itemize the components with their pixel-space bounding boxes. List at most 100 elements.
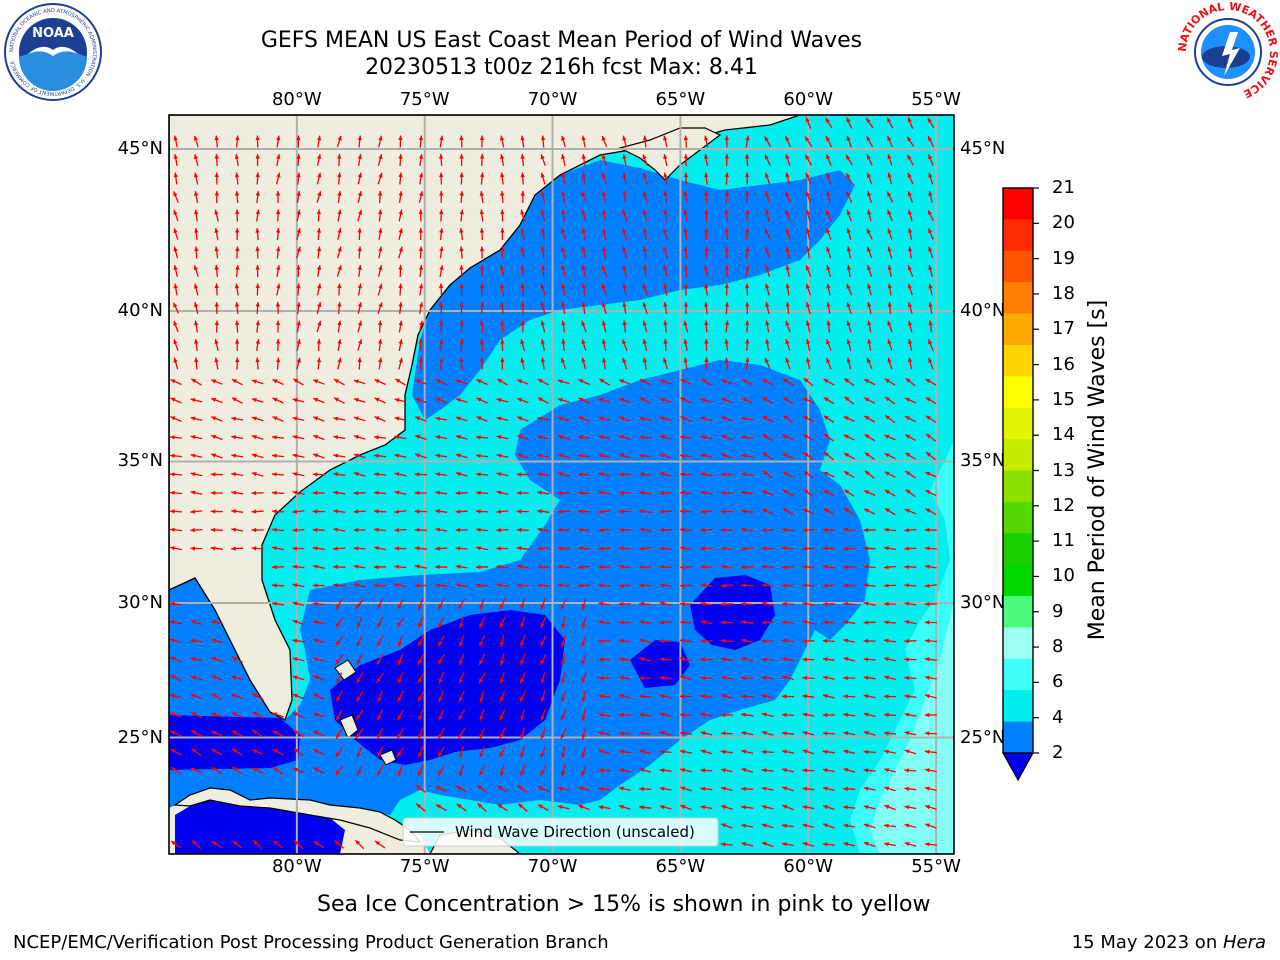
wave-direction-arrowhead bbox=[864, 470, 870, 476]
wave-direction-arrowhead bbox=[581, 752, 586, 758]
wave-direction-arrowhead bbox=[538, 804, 543, 809]
wave-direction-arrowhead bbox=[619, 453, 625, 458]
wave-direction-arrowhead bbox=[516, 583, 522, 588]
colorbar-extend-arrow bbox=[1001, 752, 1035, 782]
wave-direction-arrowhead bbox=[867, 209, 872, 215]
wave-direction-arrowhead bbox=[357, 752, 361, 758]
longitude-label-bottom: 70°W bbox=[527, 856, 578, 877]
wave-direction-arrowhead bbox=[782, 453, 788, 458]
wave-direction-arrowhead bbox=[191, 748, 197, 753]
wave-direction-arrowhead bbox=[761, 546, 767, 551]
wave-direction-arrowhead bbox=[904, 528, 910, 533]
wave-direction-arrowhead bbox=[394, 546, 399, 551]
wave-direction-arrowhead bbox=[680, 657, 685, 662]
wave-direction-arrowhead bbox=[398, 339, 403, 344]
longitude-label-bottom: 75°W bbox=[399, 856, 450, 877]
wave-direction-arrowhead bbox=[683, 339, 688, 344]
wave-direction-arrowhead bbox=[459, 641, 464, 647]
wave-direction-arrowhead bbox=[173, 209, 178, 215]
wave-direction-arrowhead bbox=[581, 771, 586, 777]
wave-direction-arrowhead bbox=[680, 509, 685, 514]
wave-direction-arrowhead bbox=[376, 659, 381, 665]
wave-direction-arrowhead bbox=[333, 472, 338, 477]
colorbar-cell bbox=[1003, 219, 1033, 252]
wave-direction-arrowhead bbox=[642, 135, 648, 141]
wave-direction-arrowhead bbox=[642, 339, 647, 344]
wave-direction-arrowhead bbox=[214, 302, 219, 307]
wave-direction-arrowhead bbox=[190, 453, 196, 458]
wave-direction-arrowhead bbox=[194, 339, 199, 344]
wave-direction-arrowhead bbox=[741, 416, 747, 421]
wave-direction-arrowhead bbox=[598, 472, 604, 477]
colorbar-tick-label: 4 bbox=[1052, 706, 1064, 728]
wave-direction-arrowhead bbox=[353, 509, 359, 514]
wave-direction-arrowhead bbox=[765, 339, 770, 344]
wave-direction-arrowhead bbox=[170, 749, 176, 754]
wave-direction-arrowhead bbox=[537, 583, 542, 588]
longitude-label-top: 75°W bbox=[399, 89, 450, 110]
wave-direction-arrowhead bbox=[680, 546, 685, 551]
wave-direction-arrowhead bbox=[520, 623, 525, 629]
wave-direction-arrowhead bbox=[557, 416, 563, 421]
wave-direction-arrowhead bbox=[806, 246, 811, 252]
wave-direction-arrowhead bbox=[170, 546, 175, 551]
noaa-logo: NOAA NATIONAL OCEANIC AND ATMOSPHERIC AD… bbox=[4, 3, 102, 101]
wave-direction-arrowhead bbox=[211, 397, 217, 402]
wave-direction-arrowhead bbox=[272, 509, 277, 514]
wave-direction-arrowhead bbox=[418, 154, 424, 159]
wave-direction-arrowhead bbox=[846, 320, 851, 326]
wave-direction-arrowhead bbox=[231, 656, 237, 661]
wave-direction-arrowhead bbox=[601, 135, 606, 141]
wave-direction-arrowhead bbox=[704, 339, 709, 344]
wave-direction-arrowhead bbox=[745, 172, 750, 178]
wave-direction-arrowhead bbox=[721, 379, 727, 384]
wave-direction-arrowhead bbox=[680, 565, 685, 570]
wave-direction-arrowhead bbox=[885, 397, 890, 402]
wave-direction-arrowhead bbox=[602, 246, 607, 252]
wave-direction-arrowhead bbox=[231, 509, 236, 514]
wave-direction-arrowhead bbox=[459, 678, 463, 684]
wave-direction-arrowhead bbox=[479, 135, 485, 140]
wave-direction-arrowhead bbox=[785, 210, 790, 215]
wave-direction-arrowhead bbox=[312, 546, 318, 551]
wave-direction-arrowhead bbox=[353, 379, 359, 384]
wave-direction-arrowhead bbox=[537, 379, 543, 384]
wave-direction-arrowhead bbox=[884, 749, 889, 754]
wave-direction-arrowhead bbox=[540, 265, 546, 270]
wave-direction-arrowhead bbox=[395, 378, 401, 384]
wave-direction-arrowhead bbox=[416, 803, 421, 809]
wave-direction-arrowhead bbox=[599, 378, 605, 384]
colorbar-cell bbox=[1003, 627, 1033, 660]
wave-direction-arrowhead bbox=[639, 694, 644, 699]
wave-direction-arrowhead bbox=[704, 191, 709, 196]
wave-direction-arrowhead bbox=[659, 638, 665, 644]
wave-direction-arrowhead bbox=[397, 622, 402, 628]
wave-direction-arrowhead bbox=[231, 435, 237, 440]
wave-direction-arrowhead bbox=[765, 265, 770, 271]
wave-direction-arrowhead bbox=[764, 136, 769, 142]
wave-direction-arrowhead bbox=[540, 246, 546, 252]
wave-direction-arrowhead bbox=[170, 379, 176, 384]
wave-direction-arrowhead bbox=[439, 246, 444, 252]
wave-direction-arrowhead bbox=[843, 527, 849, 532]
latitude-label-left: 40°N bbox=[117, 299, 163, 321]
wave-direction-arrowhead bbox=[659, 620, 665, 625]
wave-direction-arrowhead bbox=[500, 191, 505, 196]
colorbar-cell bbox=[1003, 690, 1033, 723]
wave-direction-arrowhead bbox=[785, 302, 790, 307]
wave-direction-arrowhead bbox=[867, 246, 872, 252]
wave-direction-arrowhead bbox=[762, 397, 768, 402]
wave-direction-arrowhead bbox=[374, 472, 379, 477]
wave-direction-arrowhead bbox=[683, 172, 689, 177]
wave-direction-arrowhead bbox=[170, 620, 175, 625]
wave-direction-arrowhead bbox=[782, 786, 788, 791]
wave-direction-arrowhead bbox=[276, 265, 281, 270]
wave-direction-arrowhead bbox=[700, 398, 706, 403]
wave-direction-arrowhead bbox=[459, 623, 464, 629]
wave-direction-arrowhead bbox=[700, 805, 706, 810]
wave-direction-arrowhead bbox=[500, 246, 505, 252]
wave-direction-arrowhead bbox=[864, 416, 870, 421]
wave-direction-arrowhead bbox=[806, 228, 811, 233]
wave-direction-arrowhead bbox=[700, 453, 706, 458]
wave-direction-arrowhead bbox=[884, 768, 890, 773]
